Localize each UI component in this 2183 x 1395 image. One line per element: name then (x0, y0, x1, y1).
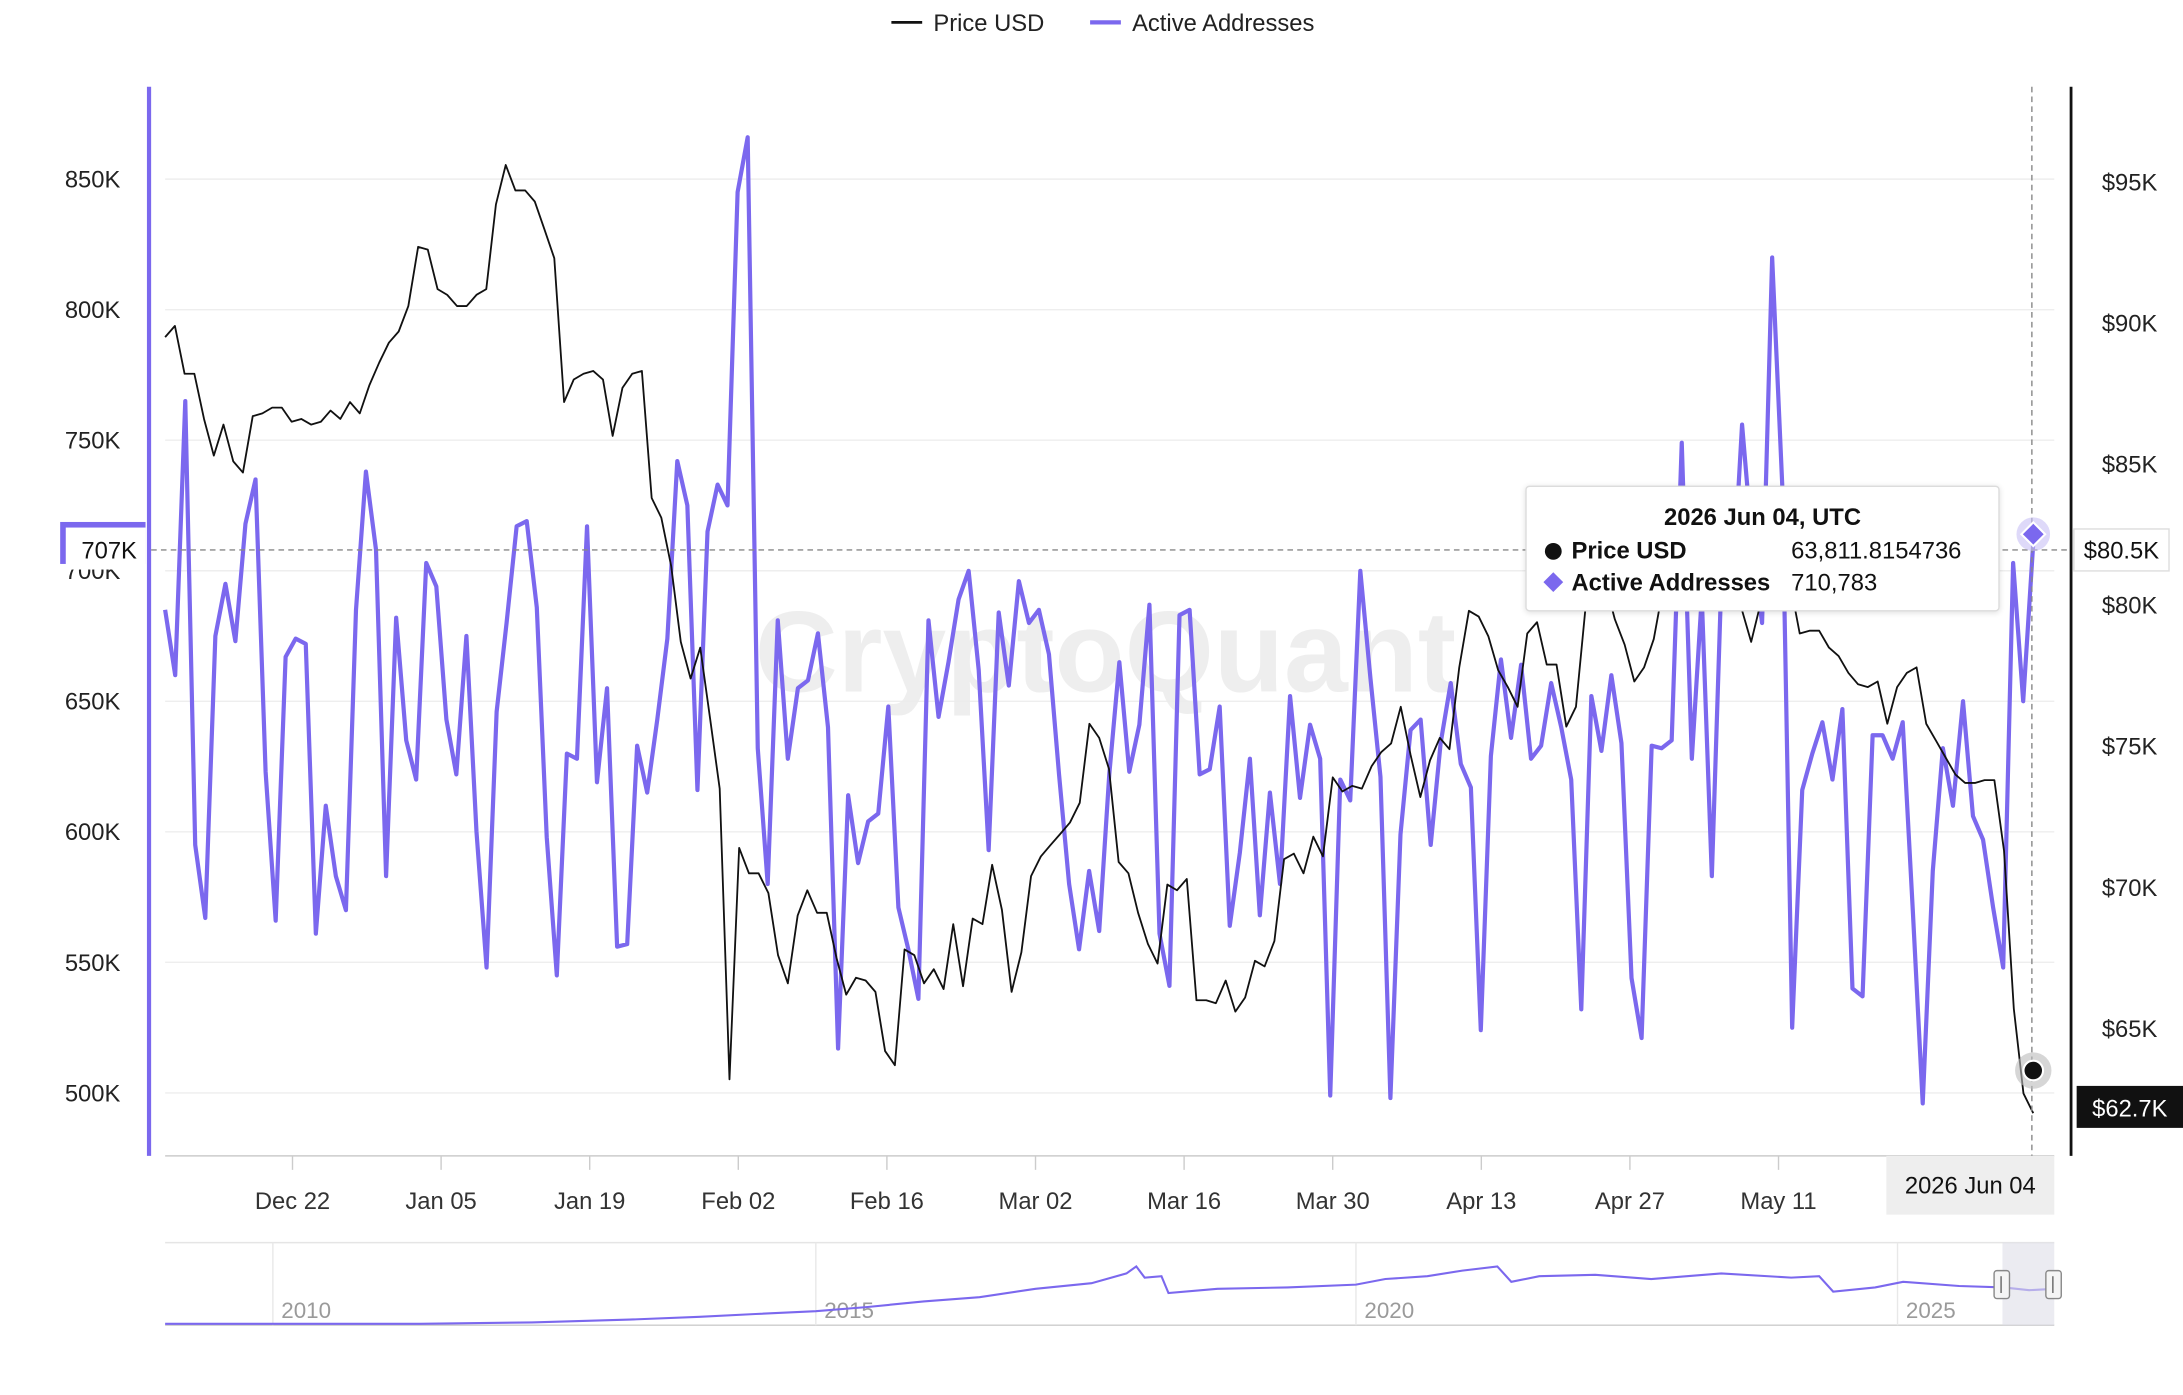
crosshair-left-label: 707K (60, 521, 146, 570)
y-left-tick-label: 850K (65, 167, 121, 194)
crosshair-left-label-text: 707K (81, 537, 137, 564)
y-axis-right: $65K $70K $75K $80K $85K $90K $95K (2102, 169, 2158, 1043)
tooltip-price-marker-icon (1544, 542, 1562, 560)
crosshair-right-price-label: $80.5K (2073, 528, 2170, 572)
y-left-tick-label: 750K (65, 428, 121, 455)
legend[interactable]: Price USD Active Addresses (891, 10, 1314, 37)
tooltip-price-name: Price USD (1571, 537, 1687, 564)
tooltip-date: 2026 Jun 04, UTC (1663, 503, 1861, 531)
y-left-tick-label: 800K (65, 297, 121, 324)
hover-markers (2015, 517, 2052, 1089)
crosshair-date-label: 2026 Jun 04 (1886, 1155, 2055, 1215)
x-tick-label: May 11 (1740, 1188, 1816, 1215)
navigator-year-2020: 2020 (1364, 1298, 1414, 1323)
y-right-tick-label: $75K (2102, 734, 2158, 761)
navigator-year-2010: 2010 (281, 1298, 331, 1323)
y-right-tick-label: $95K (2102, 169, 2158, 196)
left-axis-bar (146, 86, 152, 1156)
y-right-tick-label: $65K (2102, 1016, 2158, 1043)
price-hover-dot (2022, 1059, 2045, 1082)
crosshair-right-price-text: $80.5K (2084, 537, 2159, 564)
x-tick-label: Mar 30 (1296, 1188, 1370, 1215)
gridlines (165, 178, 2055, 1094)
tooltip-active-marker-icon (1543, 572, 1564, 593)
navigator-year-2025: 2025 (1906, 1298, 1956, 1323)
legend-active-label[interactable]: Active Addresses (1132, 10, 1314, 37)
current-price-label: $62.7K (2076, 1085, 2183, 1128)
x-tick-label: Jan 19 (554, 1188, 625, 1215)
y-right-tick-label: $70K (2102, 875, 2158, 902)
x-tick-label: Feb 02 (701, 1188, 775, 1215)
tooltip: 2026 Jun 04, UTC Price USD 63,811.815473… (1525, 485, 2000, 612)
active-hover-diamond-icon (2019, 520, 2047, 548)
current-price-text: $62.7K (2092, 1096, 2167, 1123)
x-tick-label: Apr 13 (1446, 1188, 1516, 1215)
watermark: CryptoQuant (755, 588, 1456, 716)
y-left-tick-label: 600K (65, 819, 121, 846)
tooltip-row-active: Active Addresses 710,783 (1543, 570, 1984, 601)
navigator[interactable]: 2010 2015 2020 2025 (165, 1241, 2062, 1326)
x-tick-label: Apr 27 (1595, 1188, 1665, 1215)
x-tick-label: Dec 22 (255, 1188, 330, 1215)
y-right-tick-label: $80K (2102, 593, 2158, 620)
crosshair-date-text: 2026 Jun 04 (1905, 1173, 2036, 1200)
y-left-tick-label: 650K (65, 689, 121, 716)
x-tick-label: Feb 16 (850, 1188, 924, 1215)
tooltip-active-value: 710,783 (1791, 569, 1878, 597)
y-left-tick-label: 550K (65, 950, 121, 977)
y-right-tick-label: $90K (2102, 310, 2158, 337)
x-axis: Dec 22 Jan 05 Jan 19 Feb 02 Feb 16 Mar 02 Mar … (255, 1155, 1817, 1215)
tooltip-row-price: Price USD 63,811.8154736 (1543, 537, 1984, 568)
y-left-tick-label: 500K (65, 1080, 121, 1107)
x-tick-label: Mar 02 (999, 1188, 1073, 1215)
legend-price-label[interactable]: Price USD (933, 10, 1044, 37)
y-right-tick-label: $85K (2102, 452, 2158, 479)
x-tick-label: Jan 05 (405, 1188, 476, 1215)
right-axis-bar (2069, 86, 2073, 1156)
navigator-sparkline (165, 1264, 2055, 1325)
tooltip-price-value: 63,811.8154736 (1791, 537, 1962, 564)
tooltip-active-name: Active Addresses (1571, 569, 1771, 597)
x-tick-label: Mar 16 (1147, 1188, 1221, 1215)
